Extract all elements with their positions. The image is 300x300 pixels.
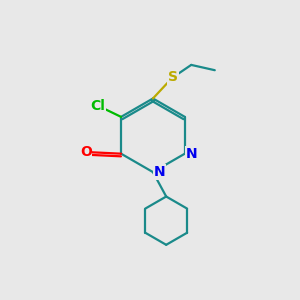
Text: S: S [168,70,178,84]
Text: O: O [80,145,92,159]
Text: Cl: Cl [91,99,106,113]
Text: N: N [154,165,165,179]
Text: N: N [185,147,197,161]
